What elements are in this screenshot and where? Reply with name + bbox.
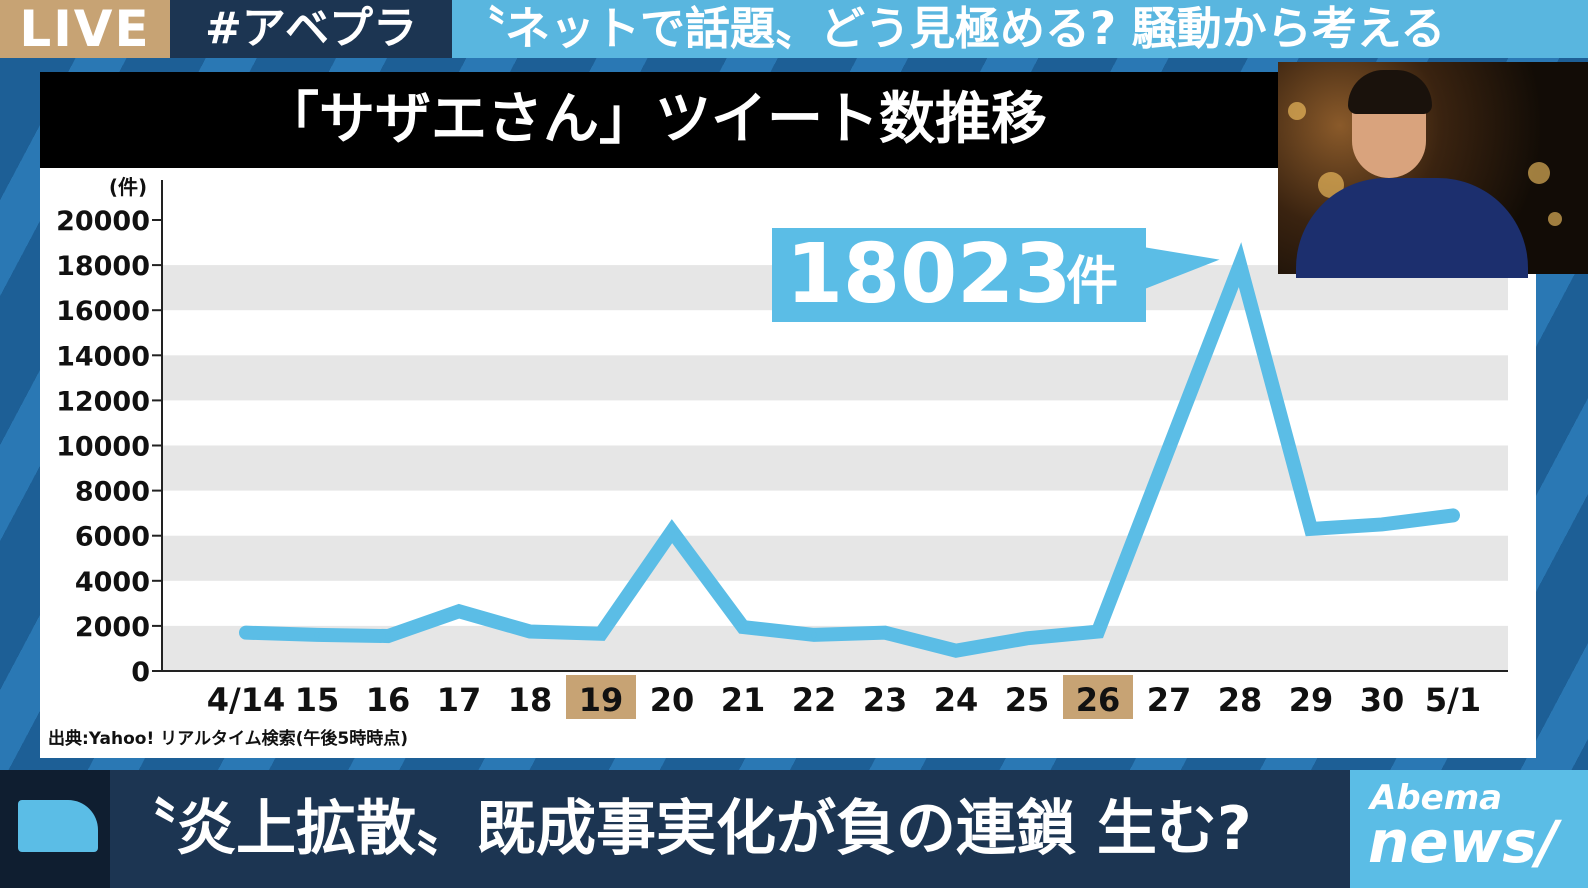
caption-bar (0, 770, 1350, 888)
data-point (1308, 525, 1314, 532)
data-point (527, 628, 533, 635)
data-point (740, 624, 746, 631)
y-tick-label: 10000 (56, 432, 150, 463)
data-point (1024, 635, 1030, 642)
x-tick-label: 22 (792, 681, 837, 719)
grid-band (162, 535, 1508, 581)
y-tick-label: 4000 (75, 567, 150, 598)
peak-callout-value: 18023 (786, 227, 1072, 322)
x-tick-label: 16 (366, 681, 411, 719)
caption-text: 〝炎上拡散〟既成事実化が負の連鎖 生む? (116, 794, 1252, 864)
y-tick-label: 12000 (56, 386, 150, 417)
source-note: 出典:Yahoo! リアルタイム検索(午後5時時点) (48, 729, 409, 749)
program-hashtag: #アベプラ (170, 0, 452, 58)
x-tick-label: 21 (721, 681, 766, 719)
data-point (1450, 512, 1456, 519)
brand-logo-abema: Abema (1370, 778, 1503, 818)
x-tick-label: 18 (508, 681, 553, 719)
chart-title: 「サザエさん」ツイート数推移 (263, 87, 1047, 152)
data-point (385, 633, 391, 640)
x-tick-label: 25 (1005, 681, 1050, 719)
x-tick-label: 27 (1147, 681, 1192, 719)
x-tick-label: 28 (1218, 681, 1263, 719)
series-line (239, 242, 1460, 658)
x-tick-label: 26 (1076, 681, 1121, 719)
flag-icon (18, 800, 98, 852)
y-tick-label: 6000 (75, 522, 150, 553)
data-point (314, 631, 320, 638)
y-tick-label: 14000 (56, 341, 150, 372)
x-tick-label: 30 (1360, 681, 1405, 719)
headline-text: 〝ネットで話題〟どう見極める? 騒動から考える (460, 2, 1446, 55)
bokeh-light (1548, 212, 1562, 226)
x-tick-label: 29 (1289, 681, 1334, 719)
x-tick-label: 24 (934, 681, 979, 719)
data-point (1379, 521, 1385, 528)
bokeh-light (1528, 162, 1550, 184)
callout-pointer (1137, 237, 1222, 290)
data-point (598, 630, 604, 637)
x-tick-label: 4/14 (207, 681, 285, 719)
live-badge: LIVE (0, 0, 170, 58)
x-tick-label: 17 (437, 681, 482, 719)
brand-logo (1350, 770, 1588, 888)
grid-band (162, 355, 1508, 401)
brand-logo-news: news/ (1368, 808, 1558, 876)
x-tick-highlight (1063, 675, 1133, 719)
data-point (882, 629, 888, 636)
y-tick-label: 18000 (56, 251, 150, 282)
x-tick-label: 23 (863, 681, 908, 719)
data-point (811, 631, 817, 638)
data-point (1095, 628, 1101, 635)
data-point (669, 528, 675, 535)
data-point (1166, 444, 1172, 451)
data-point (243, 629, 249, 636)
y-tick-label: 16000 (56, 296, 150, 327)
x-tick-highlight (566, 675, 636, 719)
y-tick-label: 20000 (56, 206, 150, 237)
y-tick-label: 2000 (75, 612, 150, 643)
x-tick-label: 5/1 (1425, 681, 1481, 719)
x-tick-label: 20 (650, 681, 695, 719)
data-point (456, 608, 462, 615)
peak-callout (772, 228, 1146, 322)
presenter-hair (1348, 70, 1432, 114)
x-tick-label: 15 (295, 681, 340, 719)
data-point (1237, 261, 1243, 268)
y-tick-label: 0 (131, 657, 150, 688)
presenter-body (1296, 178, 1528, 278)
peak-callout-unit: 件 (1066, 252, 1119, 312)
y-axis-unit-label: (件) (109, 175, 147, 199)
data-point (953, 647, 959, 654)
y-tick-label: 8000 (75, 477, 150, 508)
bokeh-light (1288, 102, 1306, 120)
x-tick-label: 19 (579, 681, 624, 719)
